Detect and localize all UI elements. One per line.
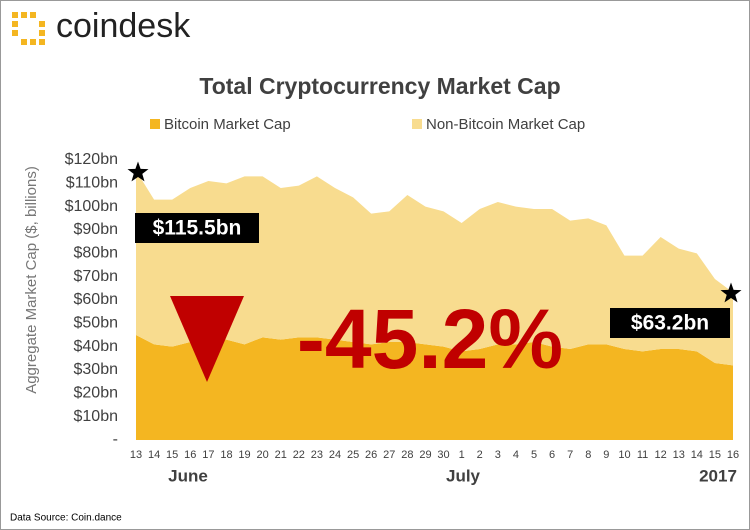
x-tick-label: 9 xyxy=(603,449,609,461)
y-tick-label: $30bn xyxy=(74,361,119,378)
x-tick-label: 12 xyxy=(655,449,667,461)
area xyxy=(136,170,733,366)
x-tick-label: 20 xyxy=(257,449,269,461)
y-tick-label: $40bn xyxy=(74,338,119,355)
annotation: $115.5bn xyxy=(153,217,242,240)
legend-swatch xyxy=(412,119,422,129)
y-tick-label: $60bn xyxy=(74,291,119,308)
month-label: 2017 xyxy=(699,466,737,485)
y-tick-label: $90bn xyxy=(74,221,119,238)
area xyxy=(136,335,733,440)
star-marker xyxy=(127,161,149,182)
x-tick-label: 19 xyxy=(238,449,250,461)
y-tick-label: $80bn xyxy=(74,245,119,262)
x-tick-label: 24 xyxy=(329,449,341,461)
logo-text: coindesk xyxy=(56,7,191,45)
x-tick-label: 27 xyxy=(383,449,395,461)
x-tick-label: 16 xyxy=(184,449,196,461)
x-tick-label: 3 xyxy=(495,449,501,461)
annotation-box xyxy=(135,213,259,243)
x-tick-label: 13 xyxy=(130,449,142,461)
legend-label: Bitcoin Market Cap xyxy=(164,116,291,133)
y-axis-title: Aggregate Market Cap ($, billions) xyxy=(23,166,40,394)
annotation: -45.2% xyxy=(297,292,563,386)
y-tick-label: $70bn xyxy=(74,268,119,285)
y-tick-label: $120bn xyxy=(65,151,118,168)
x-tick-label: 1 xyxy=(459,449,465,461)
x-tick-label: 18 xyxy=(220,449,232,461)
logo-icon xyxy=(12,12,45,45)
x-tick-label: 5 xyxy=(531,449,537,461)
legend-swatch xyxy=(150,119,160,129)
x-tick-label: 23 xyxy=(311,449,323,461)
y-tick-label: $50bn xyxy=(74,315,119,332)
x-tick-label: 29 xyxy=(419,449,431,461)
x-tick-label: 15 xyxy=(166,449,178,461)
y-tick-label: $100bn xyxy=(65,198,118,215)
x-tick-label: 10 xyxy=(618,449,630,461)
x-tick-label: 28 xyxy=(401,449,413,461)
x-tick-label: 14 xyxy=(691,449,703,461)
x-tick-label: 11 xyxy=(637,449,648,461)
month-label: June xyxy=(168,466,208,485)
x-tick-label: 21 xyxy=(275,449,287,461)
x-tick-label: 4 xyxy=(513,449,519,461)
x-tick-label: 6 xyxy=(549,449,555,461)
y-tick-label: $10bn xyxy=(74,408,119,425)
legend-label: Non-Bitcoin Market Cap xyxy=(426,116,585,133)
x-tick-label: 13 xyxy=(673,449,685,461)
annotation-box xyxy=(610,308,730,338)
y-tick-label: $110bn xyxy=(66,175,118,192)
x-tick-label: 15 xyxy=(709,449,721,461)
x-tick-label: 30 xyxy=(437,449,449,461)
x-tick-label: 8 xyxy=(585,449,591,461)
x-tick-label: 26 xyxy=(365,449,377,461)
chart-title: Total Cryptocurrency Market Cap xyxy=(199,73,560,99)
x-tick-label: 22 xyxy=(293,449,305,461)
source: Data Source: Coin.dance xyxy=(10,513,122,524)
x-tick-label: 2 xyxy=(477,449,483,461)
x-tick-label: 17 xyxy=(202,449,214,461)
month-label: July xyxy=(446,466,481,485)
star-marker xyxy=(720,282,742,303)
x-tick-label: 25 xyxy=(347,449,359,461)
y-tick-label: - xyxy=(113,431,118,448)
x-tick-label: 16 xyxy=(727,449,739,461)
x-tick-label: 14 xyxy=(148,449,160,461)
y-tick-label: $20bn xyxy=(74,385,119,402)
x-tick-label: 7 xyxy=(567,449,573,461)
down-arrow xyxy=(170,296,244,382)
annotation: $63.2bn xyxy=(631,312,709,335)
